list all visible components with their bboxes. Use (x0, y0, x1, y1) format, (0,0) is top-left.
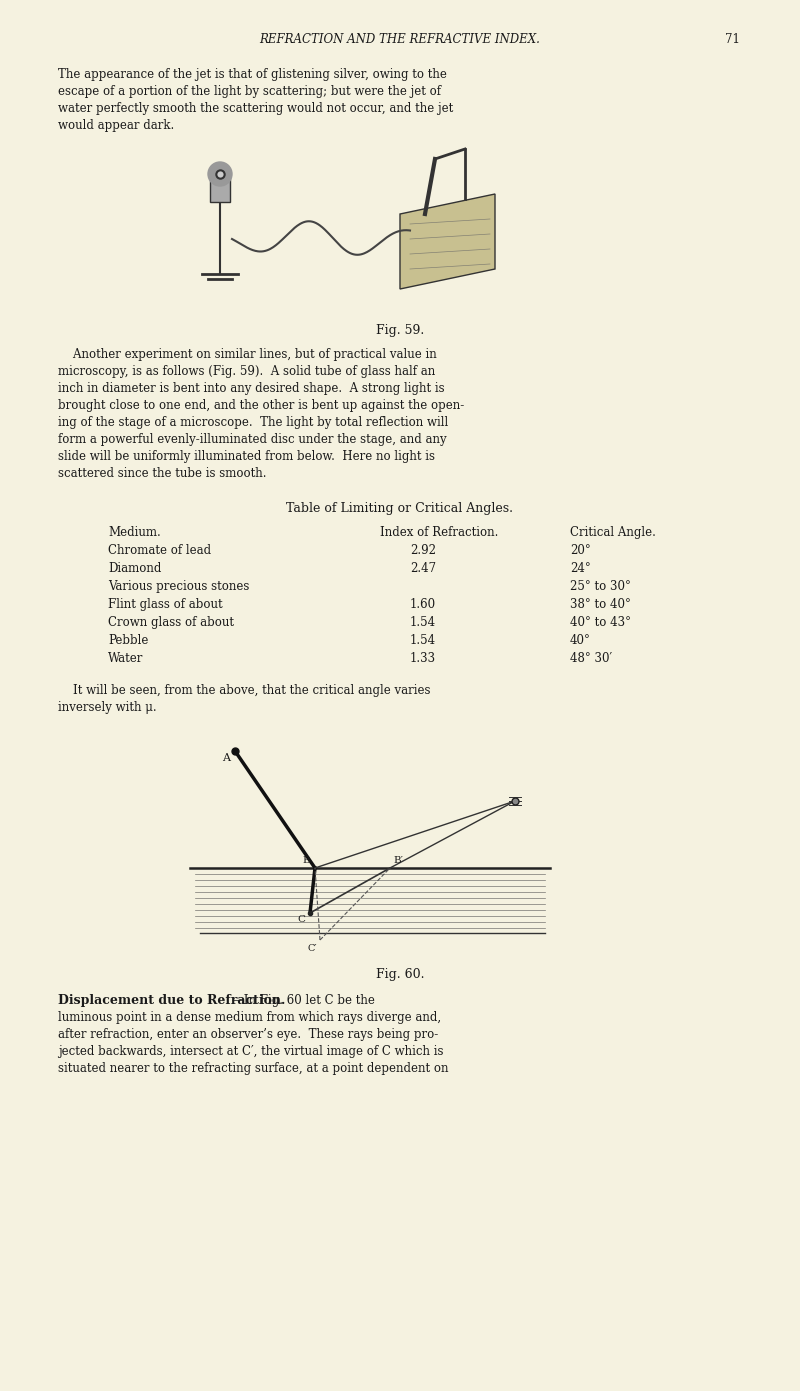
Circle shape (208, 161, 232, 186)
Text: slide will be uniformly illuminated from below.  Here no light is: slide will be uniformly illuminated from… (58, 451, 435, 463)
Text: inversely with μ.: inversely with μ. (58, 701, 157, 714)
Text: It will be seen, from the above, that the critical angle varies: It will be seen, from the above, that th… (58, 684, 430, 697)
Text: Fig. 60.: Fig. 60. (376, 968, 424, 981)
Text: Flint glass of about: Flint glass of about (108, 598, 222, 611)
Text: would appear dark.: would appear dark. (58, 120, 174, 132)
Text: 40° to 43°: 40° to 43° (570, 616, 631, 629)
Bar (210, 174, 230, 202)
Text: form a powerful evenly-illuminated disc under the stage, and any: form a powerful evenly-illuminated disc … (58, 433, 446, 447)
Text: Water: Water (108, 652, 143, 665)
Text: inch in diameter is bent into any desired shape.  A strong light is: inch in diameter is bent into any desire… (58, 383, 445, 395)
Text: Fig. 59.: Fig. 59. (376, 324, 424, 337)
Text: Displacement due to Refraction.: Displacement due to Refraction. (58, 995, 286, 1007)
Text: Index of Refraction.: Index of Refraction. (380, 526, 498, 538)
Text: situated nearer to the refracting surface, at a point dependent on: situated nearer to the refracting surfac… (58, 1061, 449, 1075)
Text: Medium.: Medium. (108, 526, 161, 538)
Text: REFRACTION AND THE REFRACTIVE INDEX.: REFRACTION AND THE REFRACTIVE INDEX. (259, 33, 541, 46)
Text: Table of Limiting or Critical Angles.: Table of Limiting or Critical Angles. (286, 502, 514, 515)
Text: 1.54: 1.54 (410, 616, 436, 629)
Text: Critical Angle.: Critical Angle. (570, 526, 656, 538)
Text: scattered since the tube is smooth.: scattered since the tube is smooth. (58, 467, 266, 480)
Text: 71: 71 (725, 33, 740, 46)
Text: 1.54: 1.54 (410, 634, 436, 647)
Text: 1.33: 1.33 (410, 652, 436, 665)
Text: luminous point in a dense medium from which rays diverge and,: luminous point in a dense medium from wh… (58, 1011, 441, 1024)
Text: The appearance of the jet is that of glistening silver, owing to the: The appearance of the jet is that of gli… (58, 68, 447, 81)
Text: water perfectly smooth the scattering would not occur, and the jet: water perfectly smooth the scattering wo… (58, 102, 454, 115)
Text: escape of a portion of the light by scattering; but were the jet of: escape of a portion of the light by scat… (58, 85, 441, 97)
Text: Pebble: Pebble (108, 634, 148, 647)
Text: 48° 30′: 48° 30′ (570, 652, 612, 665)
Text: ing of the stage of a microscope.  The light by total reflection will: ing of the stage of a microscope. The li… (58, 416, 448, 428)
Text: Another experiment on similar lines, but of practical value in: Another experiment on similar lines, but… (58, 348, 437, 362)
Text: brought close to one end, and the other is bent up against the open-: brought close to one end, and the other … (58, 399, 464, 412)
Text: Diamond: Diamond (108, 562, 162, 574)
Text: A: A (222, 753, 230, 764)
Text: Crown glass of about: Crown glass of about (108, 616, 234, 629)
Text: 40°: 40° (570, 634, 591, 647)
Text: Various precious stones: Various precious stones (108, 580, 250, 593)
Text: jected backwards, intersect at C′, the virtual image of C which is: jected backwards, intersect at C′, the v… (58, 1045, 443, 1059)
Text: —In Fig. 60 let C be the: —In Fig. 60 let C be the (232, 995, 374, 1007)
Text: Chromate of lead: Chromate of lead (108, 544, 211, 556)
Polygon shape (400, 193, 495, 289)
Text: 25° to 30°: 25° to 30° (570, 580, 631, 593)
Text: 1.60: 1.60 (410, 598, 436, 611)
Text: B′: B′ (393, 855, 403, 865)
Text: 2.47: 2.47 (410, 562, 436, 574)
Text: C′: C′ (307, 944, 317, 953)
Text: 38° to 40°: 38° to 40° (570, 598, 631, 611)
Text: C: C (297, 915, 305, 924)
Text: 24°: 24° (570, 562, 590, 574)
Text: 2.92: 2.92 (410, 544, 436, 556)
Text: microscopy, is as follows (Fig. 59).  A solid tube of glass half an: microscopy, is as follows (Fig. 59). A s… (58, 364, 435, 378)
Text: 20°: 20° (570, 544, 590, 556)
Text: B: B (302, 855, 310, 865)
Text: after refraction, enter an observer’s eye.  These rays being pro-: after refraction, enter an observer’s ey… (58, 1028, 438, 1040)
